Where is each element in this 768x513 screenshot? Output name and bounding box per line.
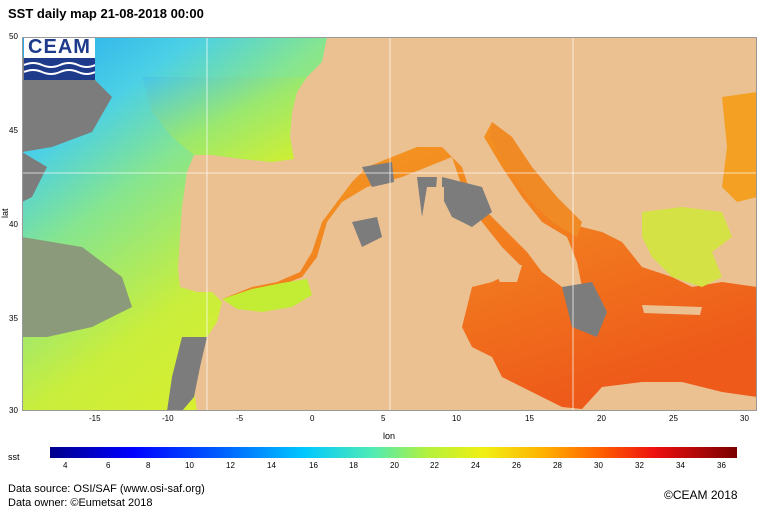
y-tick: 45 [9, 126, 18, 135]
map-title: SST daily map 21-08-2018 00:00 [8, 6, 204, 21]
colorbar-tick: 18 [349, 461, 358, 470]
colorbar-tick: 32 [635, 461, 644, 470]
nodata-nw2 [22, 152, 47, 202]
grid-lines [22, 37, 757, 411]
black-sea [722, 92, 757, 202]
x-tick: -5 [236, 414, 244, 423]
colorbar-tick: 6 [106, 461, 111, 470]
colorbar-tick: 24 [471, 461, 480, 470]
sicily [492, 265, 522, 282]
colorbar-tick: 16 [309, 461, 318, 470]
nodata-balearic [352, 217, 382, 247]
logo-text: CEAM [28, 36, 91, 58]
colorbar-tick: 12 [226, 461, 235, 470]
x-tick: 30 [740, 414, 749, 423]
x-tick: -10 [162, 414, 174, 423]
nodata-gulf-lion [362, 162, 394, 187]
colorbar-tick: 10 [185, 461, 194, 470]
sardinia [422, 187, 444, 237]
data-owner-text: Data owner: ©Eumetsat 2018 [8, 497, 153, 509]
sst-map [22, 37, 757, 411]
colorbar-tick: 22 [430, 461, 439, 470]
colorbar-tick: 34 [676, 461, 685, 470]
x-tick: 20 [597, 414, 606, 423]
x-tick: 5 [381, 414, 386, 423]
x-tick: 15 [525, 414, 534, 423]
mediterranean-sea [222, 122, 757, 409]
ceam-logo: CEAM [24, 36, 95, 80]
colorbar-tick: 26 [512, 461, 521, 470]
nodata-sw [22, 237, 132, 337]
colorbar-label: sst [8, 452, 20, 462]
colorbar-tick: 30 [594, 461, 603, 470]
data-source-text: Data source: OSI/SAF (www.osi-saf.org) [8, 483, 205, 495]
y-tick: 50 [9, 32, 18, 41]
colorbar-tick: 28 [553, 461, 562, 470]
ceam-waves-icon [24, 58, 95, 80]
adriatic-sea [490, 122, 582, 237]
colorbar-tick: 20 [390, 461, 399, 470]
colorbar-tick: 8 [146, 461, 151, 470]
colorbar-tick: 4 [63, 461, 68, 470]
colorbar-tick: 36 [717, 461, 726, 470]
alboran-sea [222, 279, 312, 312]
copyright-text: ©CEAM 2018 [664, 488, 738, 502]
x-tick: 0 [310, 414, 315, 423]
y-tick: 30 [9, 406, 18, 415]
nodata-nw [22, 57, 112, 152]
bay-of-biscay [142, 77, 307, 162]
x-tick: 25 [669, 414, 678, 423]
crete [642, 305, 702, 315]
sst-colorbar [50, 447, 737, 458]
y-axis-label: lat [0, 208, 10, 218]
data-credits: Data source: OSI/SAF (www.osi-saf.org) D… [8, 482, 205, 510]
x-tick: -15 [89, 414, 101, 423]
y-tick: 40 [9, 220, 18, 229]
x-tick: 10 [452, 414, 461, 423]
aegean-sea [642, 207, 732, 287]
x-axis-label: lon [383, 431, 396, 441]
nodata-tyrrhenian [442, 177, 492, 227]
nodata-africa-coast [167, 337, 207, 411]
y-tick: 35 [9, 314, 18, 323]
colorbar-tick: 14 [267, 461, 276, 470]
